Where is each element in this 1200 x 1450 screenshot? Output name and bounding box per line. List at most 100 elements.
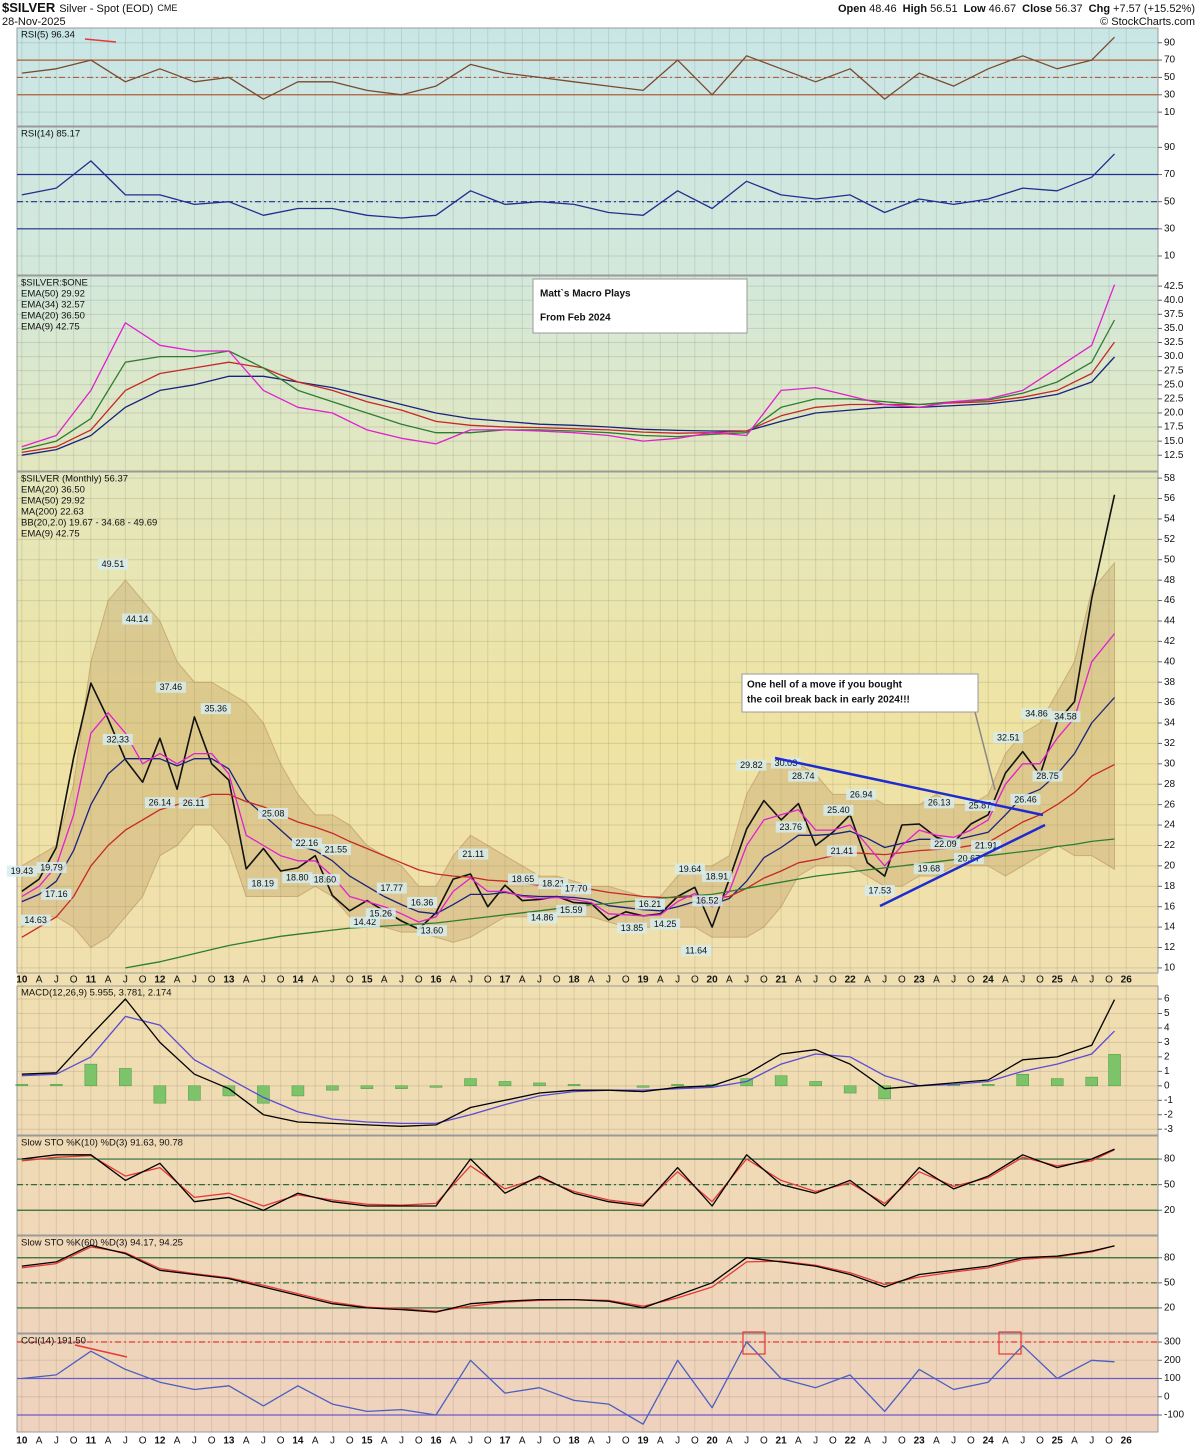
point-label-box — [930, 838, 961, 850]
point-label: 32.51 — [997, 733, 1020, 743]
histogram-bar — [291, 1085, 305, 1097]
histogram-bar — [498, 1081, 512, 1087]
y-tick-label: 30.0 — [1164, 351, 1184, 362]
point-label: 22.09 — [934, 839, 957, 849]
point-label: 26.14 — [149, 798, 172, 808]
header-line: $SILVER Silver - Spot (EOD) CME — [2, 0, 177, 15]
point-label-box — [365, 908, 396, 920]
y-tick-label: 1 — [1164, 1066, 1170, 1077]
x-tick-label: 23 — [914, 975, 926, 986]
y-tick-label: 40.0 — [1164, 295, 1184, 306]
y-tick-label: 0 — [1164, 1080, 1170, 1091]
x-tick-label: 19 — [638, 975, 650, 986]
histogram-bar — [360, 1085, 374, 1089]
point-label: 21.11 — [462, 849, 484, 859]
point-label-box — [309, 874, 340, 886]
quote-value: 48.46 — [869, 3, 897, 15]
histogram-bar — [843, 1085, 857, 1094]
point-label: 18.19 — [251, 879, 274, 889]
y-tick-label: -100 — [1164, 1410, 1184, 1421]
y-tick-label: 10 — [1164, 963, 1176, 974]
x-tick-label: O — [139, 975, 147, 986]
point-label-box — [701, 870, 732, 882]
x-tick-label: J — [537, 975, 542, 986]
x-tick-label: J — [675, 1436, 680, 1447]
point-label: 16.21 — [639, 899, 662, 909]
y-tick-label: 30 — [1164, 223, 1176, 234]
point-label-box — [247, 878, 278, 890]
x-tick-label: A — [1071, 975, 1078, 986]
point-label-box — [823, 804, 854, 816]
point-label: 25.87 — [969, 800, 992, 810]
histogram-bar — [636, 1085, 650, 1088]
legend-entry: EMA(50) 29.92 — [21, 289, 85, 300]
x-tick-label: J — [192, 975, 197, 986]
x-tick-label: J — [123, 1436, 128, 1447]
point-label-box — [416, 925, 447, 937]
point-label-box — [291, 837, 322, 849]
x-tick-label: A — [657, 1436, 664, 1447]
point-label: 17.77 — [381, 883, 404, 893]
point-label-box — [1050, 711, 1081, 723]
point-label: 34.86 — [1025, 709, 1048, 719]
histogram-bar — [1085, 1076, 1098, 1087]
y-tick-label: 5 — [1164, 1008, 1170, 1019]
annotation: Matt`s Macro Plays — [540, 289, 631, 300]
point-label-box — [692, 895, 723, 907]
x-tick-label: J — [744, 975, 749, 986]
histogram-bar — [1016, 1073, 1029, 1087]
y-tick-label: 70 — [1164, 169, 1176, 180]
histogram-bar — [774, 1075, 788, 1087]
x-tick-label: J — [606, 1436, 611, 1447]
point-label-box — [6, 865, 37, 877]
x-tick-label: J — [468, 975, 473, 986]
x-tick-label: 22 — [845, 975, 857, 986]
point-label-box — [675, 863, 706, 875]
point-label-box — [507, 873, 538, 885]
x-tick-label: O — [760, 1436, 768, 1447]
point-label: 14.63 — [24, 915, 47, 925]
x-tick-label: A — [726, 1436, 733, 1447]
histogram-bar — [429, 1085, 443, 1088]
histogram-bar — [671, 1084, 684, 1087]
point-label-box — [102, 734, 133, 746]
x-tick-label: 11 — [86, 975, 97, 986]
y-tick-label: 17.5 — [1164, 422, 1184, 433]
series-line — [21, 697, 1115, 915]
series-line — [21, 153, 1115, 219]
x-tick-label: O — [70, 975, 78, 986]
point-label-box — [1021, 708, 1052, 720]
point-label-box — [681, 945, 712, 957]
y-tick-label: 46 — [1164, 595, 1176, 606]
x-tick-label: O — [1105, 1436, 1113, 1447]
point-label: 16.36 — [411, 897, 434, 907]
point-label-box — [407, 897, 438, 909]
x-tick-label: A — [450, 975, 457, 986]
point-label-box — [144, 797, 175, 809]
x-tick-label: O — [484, 975, 492, 986]
x-tick-label: O — [208, 975, 216, 986]
y-tick-label: 22.5 — [1164, 394, 1184, 405]
point-label-box — [617, 922, 648, 934]
y-tick-label: 52 — [1164, 534, 1176, 545]
point-label: 32.33 — [107, 734, 130, 744]
x-tick-label: J — [813, 1436, 818, 1447]
y-tick-label: 38 — [1164, 677, 1176, 688]
x-tick-label: J — [399, 1436, 404, 1447]
quote-label: High — [903, 3, 928, 15]
panel-frame — [16, 1333, 1159, 1433]
panel-frame — [16, 275, 1159, 472]
x-tick-label: 26 — [1121, 975, 1133, 986]
point-label-box — [953, 853, 984, 865]
x-tick-label: 14 — [292, 975, 304, 986]
quote-label: Chg — [1089, 3, 1110, 15]
point-label-box — [736, 759, 767, 771]
legend-entry: EMA(50) 29.92 — [21, 496, 85, 507]
date: 28-Nov-2025 — [2, 16, 66, 28]
x-tick-label: A — [726, 975, 733, 986]
y-tick-label: 3 — [1164, 1037, 1170, 1048]
y-tick-label: 10 — [1164, 251, 1176, 262]
y-tick-label: 22 — [1164, 840, 1176, 851]
y-tick-label: -1 — [1164, 1095, 1173, 1106]
